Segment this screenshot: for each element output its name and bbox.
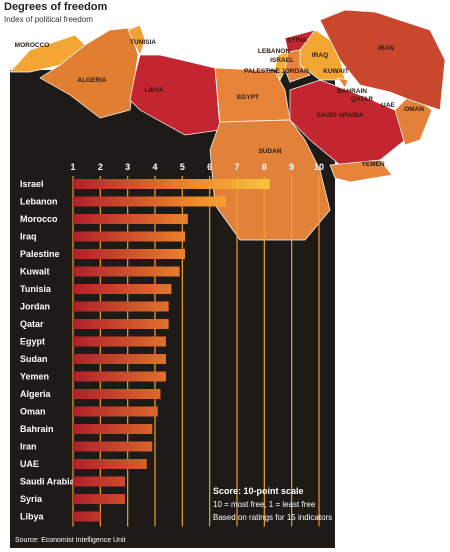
y-tick-label: Sudan: [20, 354, 48, 364]
note: 10 = most free, 1 = least free: [213, 500, 316, 509]
y-tick-label: Yemen: [20, 372, 49, 382]
plot: 1 2 3 4 5 6 7 8 9 10 Israel Lebanon Morocco Iraq Pales…: [20, 162, 324, 527]
chart-title: Degrees of freedom: [4, 1, 108, 13]
bar: [73, 336, 166, 347]
y-tick-label: Tunisia: [20, 284, 52, 294]
y-tick-label: Saudi Arabia: [20, 477, 76, 487]
y-tick-label: Kuwait: [20, 267, 50, 277]
map-label: OMAN: [404, 106, 424, 113]
map-label: QATAR: [351, 96, 373, 103]
map-label: JORDAN: [281, 68, 309, 75]
source: Source: Economist Intelligence Unit: [15, 537, 126, 544]
y-tick-label: Syria: [20, 494, 43, 504]
map-label: YEMEN: [361, 161, 384, 168]
bar: [73, 266, 180, 277]
map-label: SYRIA: [287, 37, 307, 44]
note: Based on ratings for 15 indicators: [213, 513, 332, 522]
x-tick-label: 4: [152, 162, 157, 172]
map-label: LIBYA: [145, 87, 164, 94]
bar: [73, 424, 153, 434]
x-tick-label: 2: [98, 162, 103, 172]
bar: [73, 284, 172, 294]
map-label: PALESTINE: [244, 68, 281, 75]
y-tick-label: Jordan: [20, 302, 50, 312]
map-label: TUNISIA: [130, 39, 156, 46]
x-tick-label: 9: [289, 162, 294, 172]
map: [9, 9, 446, 241]
y-tick-label: Iraq: [20, 232, 37, 242]
chart-subtitle: Index of political freedom: [4, 15, 93, 24]
y-tick-label: Palestine: [20, 249, 60, 259]
map-labels: MOROCCO TUNISIA ALGERIA LIBYA EGYPT SUDA…: [15, 37, 425, 168]
bar: [73, 354, 166, 364]
y-tick-label: Morocco: [20, 214, 58, 224]
map-label: KUWAIT: [323, 68, 349, 75]
y-tick-label: Iran: [20, 442, 37, 452]
bar: [73, 179, 270, 189]
y-tick-label: UAE: [20, 459, 39, 469]
x-tick-label: 3: [125, 162, 130, 172]
y-tick-label: Bahrain: [20, 424, 54, 434]
map-label: EGYPT: [237, 94, 259, 101]
map-label: MOROCCO: [15, 42, 50, 49]
bar: [73, 214, 188, 224]
y-tick-label: Qatar: [20, 319, 44, 329]
y-tick-label: Lebanon: [20, 197, 58, 207]
bar: [73, 389, 161, 399]
map-label: IRAN: [378, 45, 394, 52]
y-tick-label: Egypt: [20, 337, 45, 347]
bar: [73, 406, 158, 417]
map-label: SUDAN: [258, 148, 281, 155]
bar: [73, 301, 169, 312]
y-tick-label: Israel: [20, 179, 44, 189]
bar: [73, 231, 186, 242]
note: Score: 10-point scale: [213, 486, 304, 496]
map-label: UAE: [381, 102, 395, 109]
map-label: LEBANON: [258, 48, 290, 55]
x-tick-label: 7: [234, 162, 239, 172]
x-tick-label: 1: [70, 162, 75, 172]
x-tick-label: 8: [262, 162, 267, 172]
map-label: SAUDI ARABIA: [316, 112, 363, 119]
bar: [73, 511, 101, 522]
y-tick-label: Algeria: [20, 389, 52, 399]
x-tick-label: 5: [180, 162, 185, 172]
bar: [73, 249, 186, 259]
map-label: ISRAEL: [270, 57, 294, 64]
x-tick-label: 10: [314, 162, 324, 172]
bar: [73, 441, 153, 452]
map-label: ALGERIA: [77, 77, 107, 84]
bar: [73, 459, 147, 469]
map-label: IRAQ: [312, 52, 328, 59]
map-label: BAHRAIN: [337, 88, 367, 95]
bar: [73, 196, 227, 207]
bar: [73, 476, 125, 487]
y-tick-label: Libya: [20, 512, 45, 522]
bar: [73, 494, 125, 504]
bar: [73, 371, 166, 382]
y-tick-label: Oman: [20, 407, 46, 417]
x-tick-label: 6: [207, 162, 212, 172]
bar: [73, 319, 169, 329]
